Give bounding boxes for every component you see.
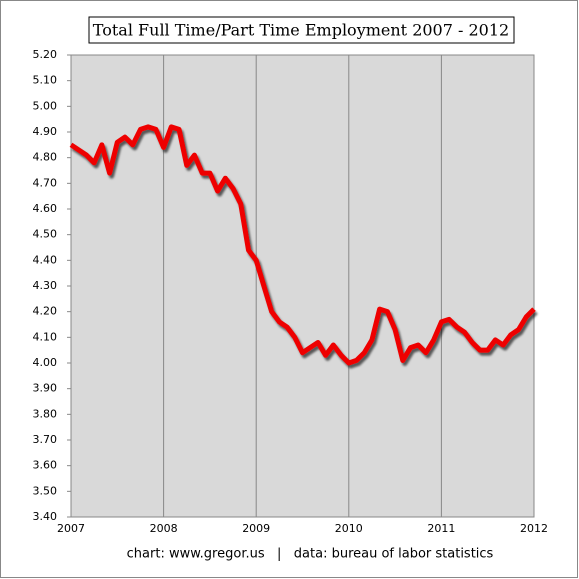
y-tick-label: 3.50	[33, 484, 58, 497]
y-tick-label: 4.20	[33, 305, 58, 318]
y-tick-label: 4.80	[33, 151, 58, 164]
y-tick-label: 4.10	[33, 330, 58, 343]
x-tick-label: 2009	[242, 522, 270, 535]
title-box	[88, 16, 515, 44]
y-tick-label: 4.90	[33, 125, 58, 138]
x-tick-label: 2011	[427, 522, 455, 535]
x-tick-label: 2007	[57, 522, 85, 535]
y-tick-label: 3.90	[33, 382, 58, 395]
y-tick-label: 5.10	[33, 74, 58, 87]
y-tick-label: 3.70	[33, 433, 58, 446]
y-tick-label: 4.00	[33, 356, 58, 369]
y-tick-label: 3.60	[33, 459, 58, 472]
y-tick-label: 4.60	[33, 202, 58, 215]
y-tick-label: 5.00	[33, 99, 58, 112]
y-tick-label: 4.50	[33, 228, 58, 241]
y-tick-label: 3.40	[33, 510, 58, 523]
y-tick-label: 4.70	[33, 176, 58, 189]
y-tick-label: 4.40	[33, 253, 58, 266]
x-tick-label: 2008	[150, 522, 178, 535]
y-tick-label: 4.30	[33, 279, 58, 292]
y-tick-label: 5.20	[33, 48, 58, 61]
data-line	[69, 124, 536, 366]
plot-area	[70, 54, 535, 518]
y-tick-label: 3.80	[33, 407, 58, 420]
source-note: chart: www.gregor.us | data: bureau of l…	[127, 547, 494, 562]
x-tick-label: 2012	[520, 522, 548, 535]
x-tick-label: 2010	[335, 522, 363, 535]
chart-title: Total Full Time/Part Time Employment 200…	[93, 21, 509, 40]
